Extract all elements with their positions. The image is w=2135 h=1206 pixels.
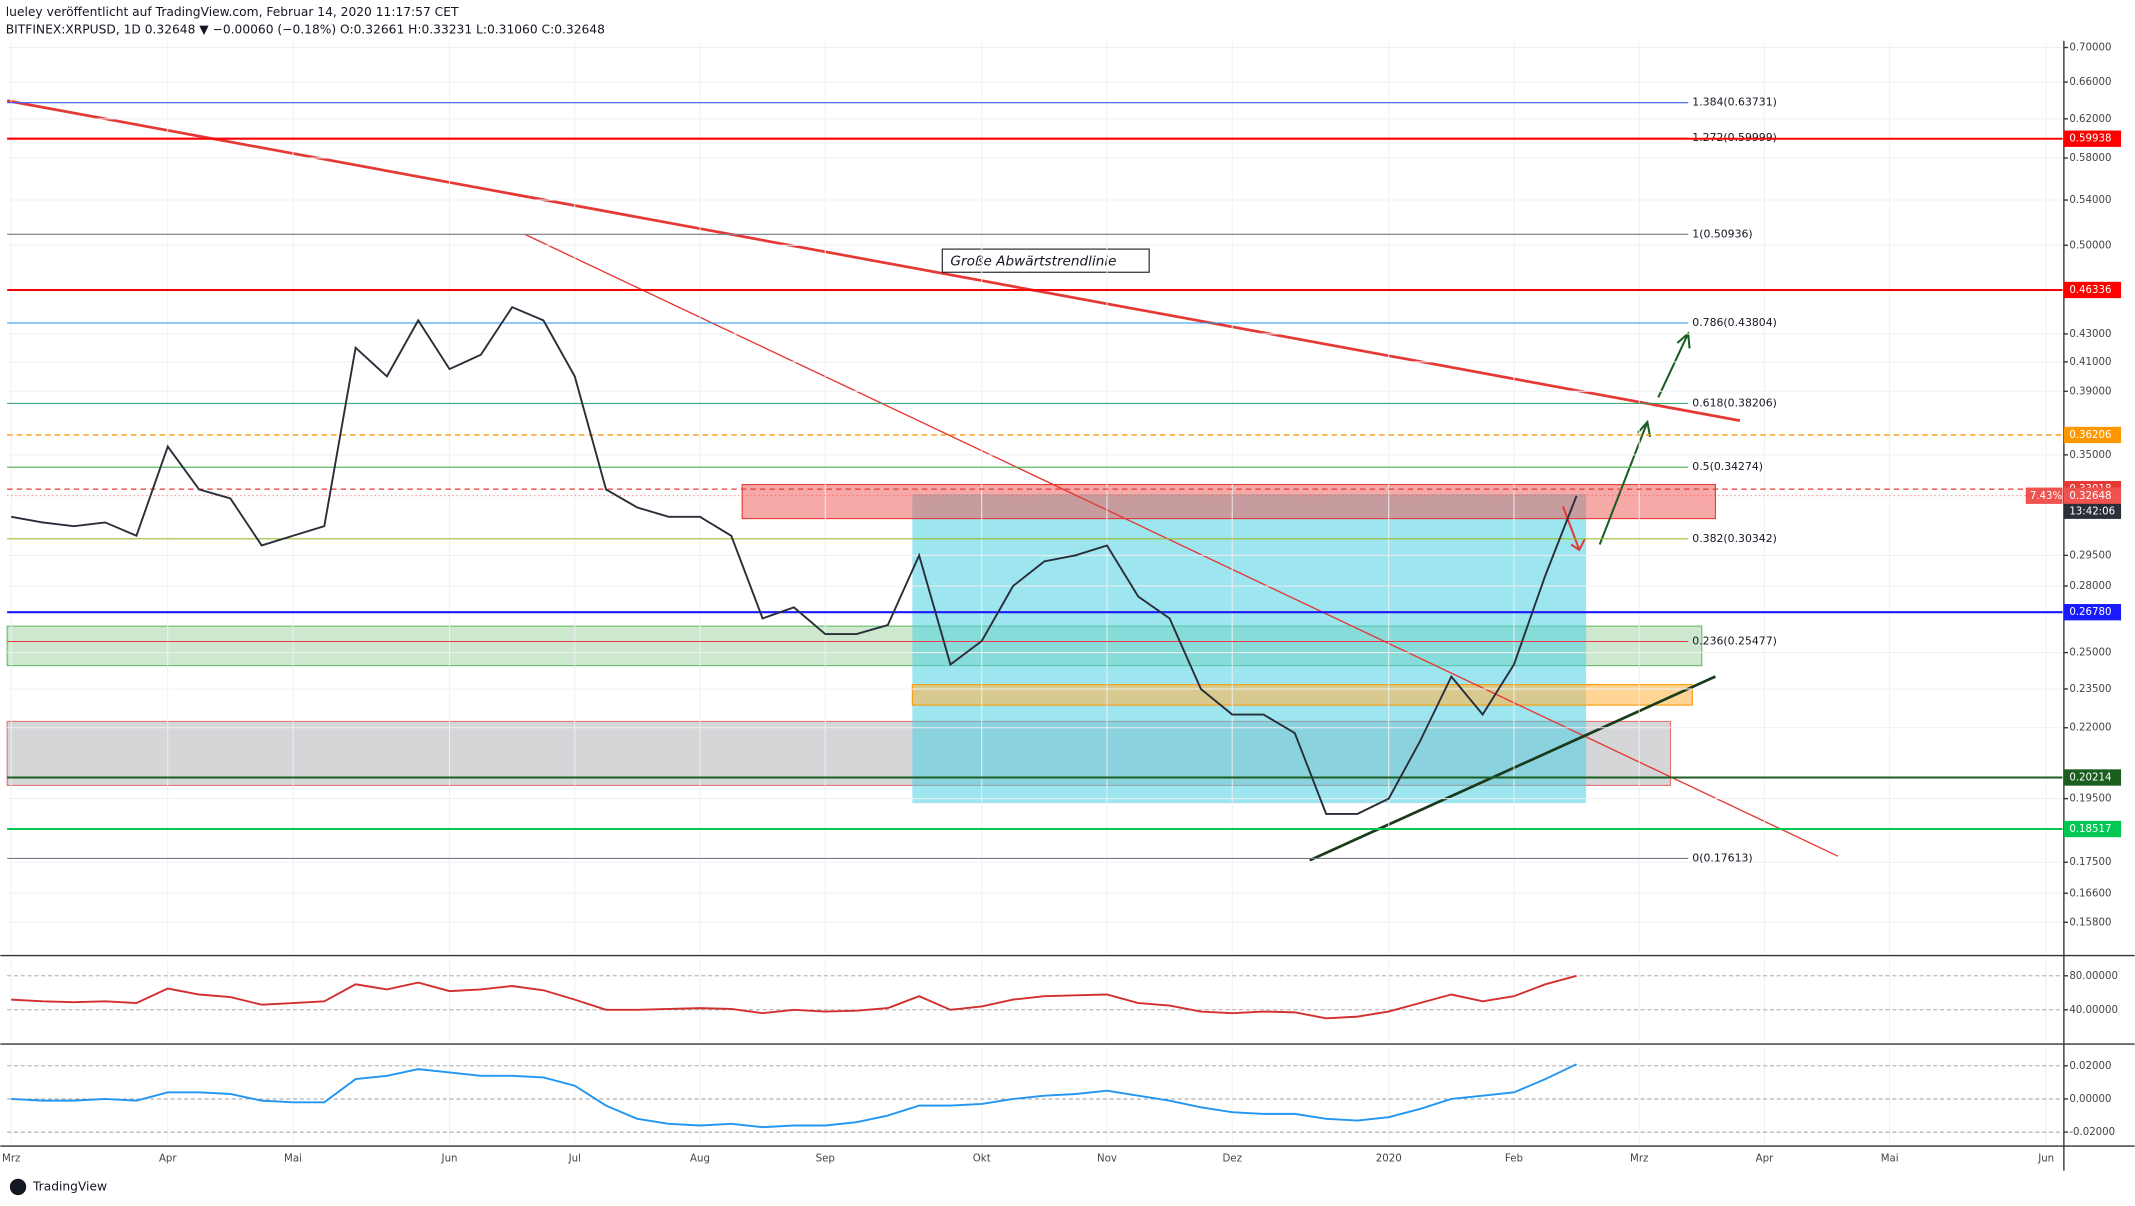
y-tick-label: 80.00000 xyxy=(2069,971,2118,982)
y-tick-label: 0.22000 xyxy=(2069,723,2111,734)
y-tick-label: 0.02000 xyxy=(2069,1061,2111,1072)
x-tick-label: Jul xyxy=(568,1153,581,1164)
arrow xyxy=(1598,331,1691,545)
y-tick-label: 0.19500 xyxy=(2069,794,2111,805)
fib-label: 0(0.17613) xyxy=(1692,851,1752,864)
y-tick-label: 0.28000 xyxy=(2069,581,2111,592)
y-tick-label: 0.70000 xyxy=(2069,43,2111,54)
x-tick-label: Jun xyxy=(441,1153,458,1164)
cyan-box xyxy=(912,494,1587,804)
y-tick-label: 0.35000 xyxy=(2069,450,2111,461)
price-tag xyxy=(2063,769,2122,786)
fib-label: 0.5(0.34274) xyxy=(1692,460,1763,473)
price-tag-label: 0.32648 xyxy=(2069,491,2111,502)
y-tick-label: 0.41000 xyxy=(2069,357,2111,368)
y-tick-label: 0.16600 xyxy=(2069,888,2111,899)
price-tag-label: 0.26780 xyxy=(2069,607,2111,618)
publisher-line: lueley veröffentlicht auf TradingView.co… xyxy=(6,5,459,19)
x-tick-label: Feb xyxy=(1505,1153,1523,1164)
fib-label: 1.272(0.59999) xyxy=(1692,131,1777,144)
x-tick-label: Sep xyxy=(816,1153,835,1164)
y-tick-label: 0.25000 xyxy=(2069,648,2111,659)
trendline xyxy=(6,99,1741,422)
x-tick-label: Mrz xyxy=(1630,1153,1648,1164)
series-line xyxy=(11,305,1578,815)
series-line xyxy=(11,1063,1577,1129)
price-tag xyxy=(2063,281,2122,299)
price-tag-label: 0.59938 xyxy=(2069,134,2111,145)
x-tick-label: Aug xyxy=(690,1153,710,1164)
price-tag xyxy=(2063,487,2122,504)
y-tick-label: 0.29500 xyxy=(2069,550,2111,561)
y-tick-label: 0.43000 xyxy=(2069,329,2111,340)
series-line xyxy=(11,974,1577,1020)
y-tick-label: 0.62000 xyxy=(2069,114,2111,125)
y-tick-label: 0.15800 xyxy=(2069,917,2111,928)
x-tick-label: Jun xyxy=(2037,1153,2054,1164)
price-tag-label: 0.36206 xyxy=(2069,430,2111,441)
fib-label: 1.384(0.63731) xyxy=(1692,96,1777,109)
price-tag xyxy=(2063,426,2122,444)
footer xyxy=(0,1173,2135,1206)
x-tick-label: Mrz xyxy=(2,1153,20,1164)
countdown-label: 13:42:06 xyxy=(2069,506,2115,517)
annotation: Große Abwärtstrendlinie xyxy=(950,253,1116,269)
price-tag xyxy=(2063,820,2122,838)
fib-label: 0.382(0.30342) xyxy=(1692,532,1777,545)
y-tick-label: 0.00000 xyxy=(2069,1094,2111,1105)
annotation-box xyxy=(941,248,1150,273)
symbol-line: BITFINEX:XRPUSD, 1D 0.32648 ▼ −0.00060 (… xyxy=(6,22,605,36)
price-tag xyxy=(2063,130,2122,147)
x-tick-label: Mai xyxy=(1881,1153,1899,1164)
x-tick-label: Dez xyxy=(1222,1153,1241,1164)
change-label: 7.43% xyxy=(2030,491,2063,502)
y-tick-label: 0.54000 xyxy=(2069,195,2111,206)
fib-label: 1(0.50936) xyxy=(1692,227,1752,240)
x-tick-label: Nov xyxy=(1097,1153,1117,1164)
brand: TradingView xyxy=(32,1179,107,1193)
x-tick-label: 2020 xyxy=(1376,1153,1402,1164)
y-tick-label: 0.23500 xyxy=(2069,684,2111,695)
fib-label: 0.618(0.38206) xyxy=(1692,396,1777,409)
x-tick-label: Apr xyxy=(159,1153,177,1164)
price-tag-label: 0.18517 xyxy=(2069,824,2111,835)
y-tick-label: 0.50000 xyxy=(2069,240,2111,251)
price-tag xyxy=(2063,604,2122,621)
y-tick-label: 0.58000 xyxy=(2069,153,2111,164)
y-tick-label: 0.66000 xyxy=(2069,77,2111,88)
price-tag-label: 0.20214 xyxy=(2069,772,2111,783)
countdown-tag xyxy=(2063,503,2122,519)
y-tick-label: 40.00000 xyxy=(2069,1005,2118,1016)
arrow xyxy=(1562,505,1586,552)
y-tick-label: 0.17500 xyxy=(2069,857,2111,868)
fib-label: 0.786(0.43804) xyxy=(1692,316,1777,329)
y-tick-label: -0.02000 xyxy=(2069,1127,2115,1138)
x-tick-label: Okt xyxy=(973,1153,991,1164)
drawings xyxy=(0,40,2135,1206)
change-tag xyxy=(2025,487,2063,504)
orange-zone xyxy=(911,684,1693,706)
y-tick-label: 0.39000 xyxy=(2069,386,2111,397)
x-tick-label: Apr xyxy=(1756,1153,1774,1164)
trendline xyxy=(524,233,1839,857)
fib-label: 0.236(0.25477) xyxy=(1692,635,1777,648)
x-tick-label: Mai xyxy=(284,1153,302,1164)
logo xyxy=(9,1178,27,1196)
red-zone xyxy=(741,484,1716,520)
price-tag-label: 0.46336 xyxy=(2069,285,2111,296)
